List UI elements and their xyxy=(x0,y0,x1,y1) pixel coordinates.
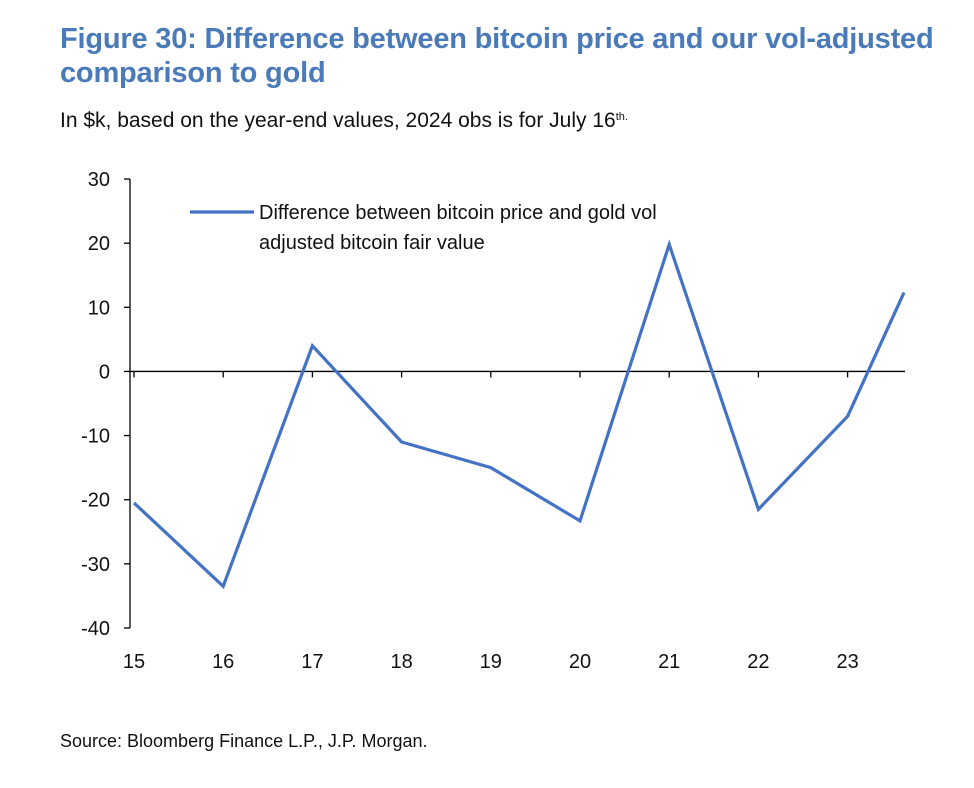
x-tick-label: 15 xyxy=(123,651,145,673)
legend-label: Difference between bitcoin price and gol… xyxy=(259,202,657,224)
series-line xyxy=(132,239,906,590)
chart-title: Figure 30: Difference between bitcoin pr… xyxy=(60,23,934,89)
x-tick-label: 19 xyxy=(480,651,502,673)
x-tick-label: 17 xyxy=(301,651,323,673)
x-tick-label: 18 xyxy=(390,651,412,673)
y-tick-label: 10 xyxy=(88,297,110,319)
legend-label: adjusted bitcoin fair value xyxy=(259,232,485,254)
chart-subtitle: In $k, based on the year-end values, 202… xyxy=(60,108,628,134)
line-chart: 30 20 10 0 -10 -20 -30 -40 15 16 17 18 19 20 21 22 23 Dif… xyxy=(81,169,906,673)
y-tick-label: 0 xyxy=(99,361,110,383)
subtitle-superscript: th. xyxy=(615,111,628,123)
source-note: Source: Bloomberg Finance L.P., J.P. Mor… xyxy=(60,731,428,751)
x-tick-label: 22 xyxy=(747,651,769,673)
subtitle-text: In $k, based on the year-end values, 202… xyxy=(60,109,616,132)
x-tick-label: 16 xyxy=(212,651,234,673)
y-tick-label: -40 xyxy=(81,618,110,640)
y-tick-label: -10 xyxy=(81,426,110,448)
y-tick-label: -30 xyxy=(81,554,110,576)
y-tick-label: 30 xyxy=(88,169,110,191)
y-tick-label: -20 xyxy=(81,490,110,512)
y-tick-label: 20 xyxy=(88,233,110,255)
x-tick-label: 23 xyxy=(836,651,858,673)
x-tick-label: 20 xyxy=(569,651,591,673)
x-tick-label: 21 xyxy=(658,651,680,673)
